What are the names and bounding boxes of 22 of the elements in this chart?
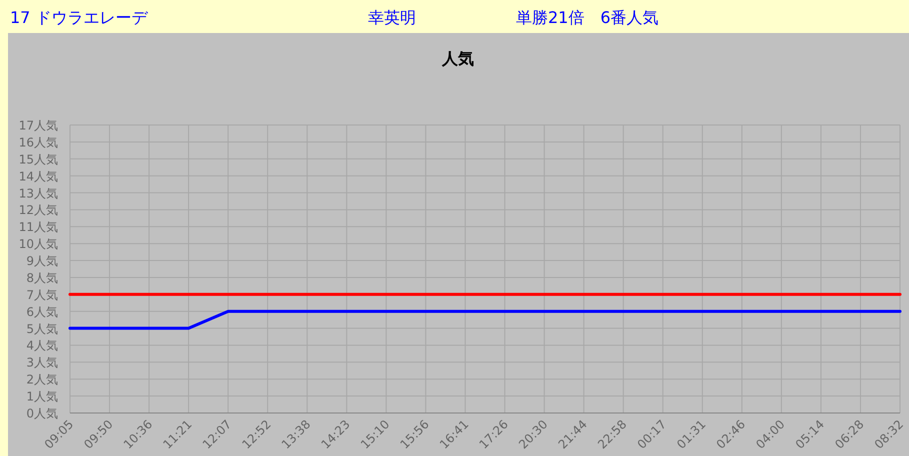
y-tick-label: 12人気 [18,203,58,218]
text: 単勝21倍 6番人気 [516,8,659,27]
y-tick-label: 1人気 [26,390,58,404]
y-tick-label: 3人気 [26,356,58,370]
y-tick-label: 16人気 [18,135,58,150]
y-tick-label: 6人気 [26,304,58,319]
y-tick-label: 5人気 [26,322,58,336]
text: 幸英明 [368,8,416,27]
y-tick-label: 9人気 [26,254,58,268]
y-tick-label: 7人気 [26,288,58,302]
y-tick-label: 15人気 [18,152,58,166]
y-tick-label: 13人気 [18,186,58,200]
text: 17 ドウラエレーデ [10,8,148,27]
y-tick-label: 2人気 [26,372,58,387]
y-tick-label: 0人気 [26,406,58,420]
y-tick-label: 11人気 [18,220,58,234]
y-tick-label: 8人気 [26,270,58,285]
y-tick-label: 14人気 [18,169,58,184]
chart-title: 人気 [441,49,474,68]
y-tick-label: 10人気 [18,237,58,252]
y-tick-label: 4人気 [26,338,58,353]
y-tick-label: 17人気 [18,118,58,132]
